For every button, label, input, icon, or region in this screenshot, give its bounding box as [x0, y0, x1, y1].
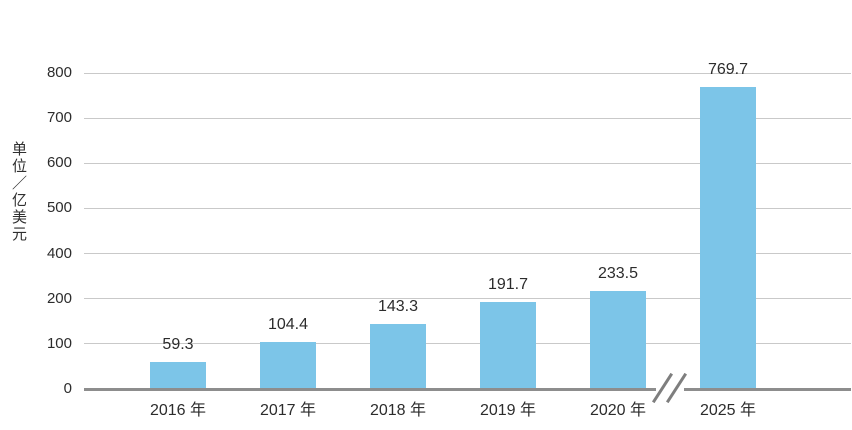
axis-break-gap	[656, 386, 684, 393]
bar-2025年	[700, 86, 756, 389]
y-tick-label: 500	[46, 199, 72, 217]
bar-2019年	[480, 302, 536, 389]
x-tick-label: 2019 年	[479, 402, 537, 419]
x-tick-label: 2017 年	[259, 402, 317, 419]
x-axis-baseline	[84, 388, 851, 391]
gridline	[84, 343, 851, 345]
y-tick-label: 800	[46, 64, 72, 81]
gridline	[84, 253, 851, 255]
gridline	[84, 298, 851, 300]
bar-value-label: 59.3	[162, 336, 194, 354]
bar-value-label: 233.5	[597, 265, 639, 283]
y-tick-label: 700	[46, 109, 72, 127]
x-tick-label: 2016 年	[149, 402, 207, 419]
x-tick-label: 2025 年	[699, 402, 757, 419]
y-tick-label: 400	[46, 244, 72, 262]
bar-value-label: 769.7	[707, 60, 749, 78]
bar-value-label: 143.3	[377, 298, 419, 316]
bar-value-label: 104.4	[267, 315, 309, 333]
bar-2016年	[150, 362, 206, 389]
gridline	[84, 162, 851, 164]
bar-2018年	[370, 324, 426, 389]
y-tick-label: 0	[63, 380, 72, 397]
y-tick-label: 600	[46, 154, 72, 172]
gridline	[84, 72, 851, 74]
x-tick-label: 2018 年	[369, 402, 427, 419]
gridline	[84, 117, 851, 119]
bar-2020年	[590, 291, 646, 389]
x-tick-label: 2020 年	[589, 402, 647, 419]
bar-2017年	[260, 341, 316, 389]
y-tick-label: 100	[46, 334, 72, 352]
y-tick-label: 200	[46, 289, 72, 307]
y-axis-title: 单位／亿美元	[10, 141, 27, 243]
gridline	[84, 207, 851, 209]
bar-value-label: 191.7	[487, 276, 529, 294]
